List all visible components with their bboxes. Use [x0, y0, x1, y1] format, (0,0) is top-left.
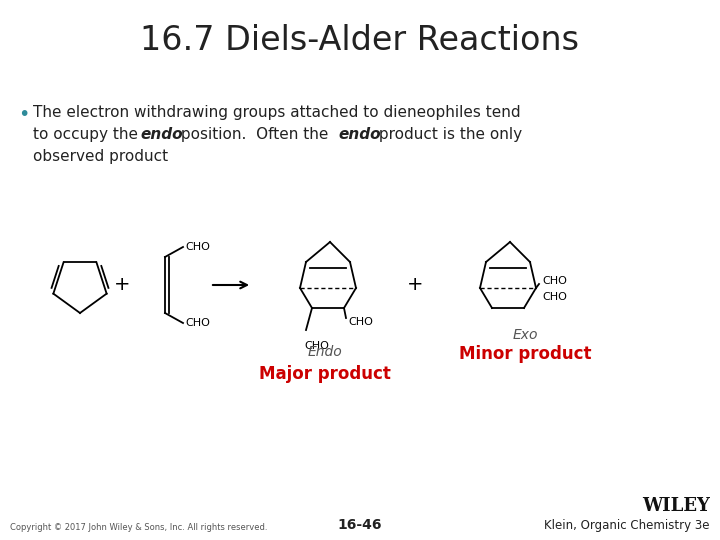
Text: CHO: CHO [542, 292, 567, 302]
Text: product is the only: product is the only [374, 127, 522, 142]
Text: Exo: Exo [512, 328, 538, 342]
Text: CHO: CHO [185, 242, 210, 252]
Text: +: + [114, 275, 130, 294]
Text: CHO: CHO [304, 341, 329, 351]
Text: position.  Often the: position. Often the [176, 127, 333, 142]
Text: 16.7 Diels-Alder Reactions: 16.7 Diels-Alder Reactions [140, 24, 580, 57]
Text: endo: endo [140, 127, 183, 142]
Text: CHO: CHO [185, 318, 210, 328]
Text: Endo: Endo [307, 345, 343, 359]
Text: The electron withdrawing groups attached to dieneophiles tend: The electron withdrawing groups attached… [33, 105, 521, 120]
Text: to occupy the: to occupy the [33, 127, 143, 142]
Text: 16-46: 16-46 [338, 518, 382, 532]
Text: endo: endo [338, 127, 381, 142]
Text: Minor product: Minor product [459, 345, 591, 363]
Text: CHO: CHO [542, 276, 567, 286]
Text: Klein, Organic Chemistry 3e: Klein, Organic Chemistry 3e [544, 519, 710, 532]
Text: +: + [407, 275, 423, 294]
Text: CHO: CHO [348, 317, 373, 327]
Text: observed product: observed product [33, 149, 168, 164]
Text: Copyright © 2017 John Wiley & Sons, Inc. All rights reserved.: Copyright © 2017 John Wiley & Sons, Inc.… [10, 523, 268, 532]
Text: Major product: Major product [259, 365, 391, 383]
Text: •: • [18, 105, 30, 124]
Text: WILEY: WILEY [642, 497, 710, 515]
